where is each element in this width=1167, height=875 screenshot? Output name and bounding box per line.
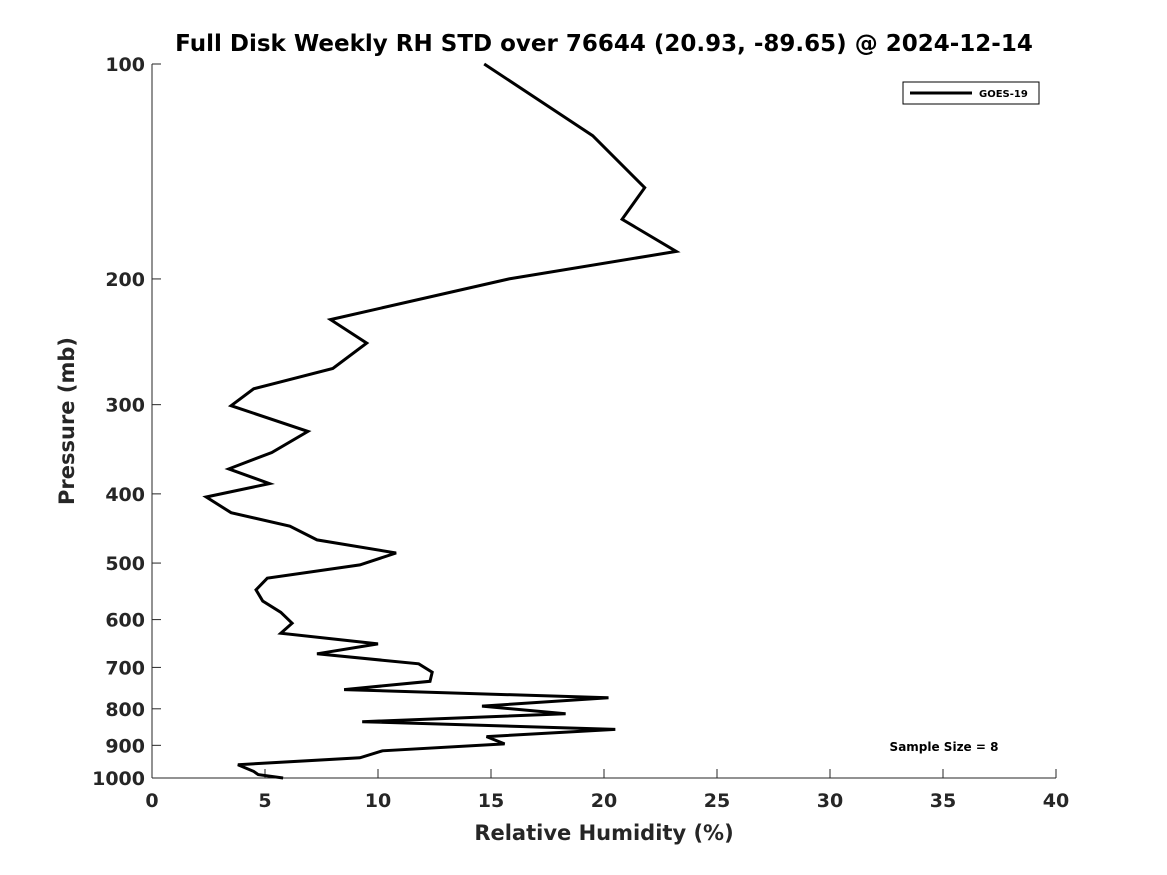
x-tick-label: 20 — [591, 790, 617, 812]
y-tick-label: 700 — [105, 657, 145, 679]
y-tick-label: 100 — [105, 54, 145, 76]
plot-area: 0 5 10 15 20 25 30 35 40 100 200 300 400 500 600 700 800… — [92, 54, 1069, 812]
x-tick-label: 25 — [704, 790, 730, 812]
y-tick-label: 600 — [105, 610, 145, 632]
x-tick-label: 40 — [1043, 790, 1069, 812]
sample-size-annotation: Sample Size = 8 — [890, 740, 999, 754]
x-tick-label: 5 — [258, 790, 271, 812]
x-tick-label: 10 — [365, 790, 391, 812]
x-tick-label: 30 — [817, 790, 843, 812]
y-tick-label: 1000 — [92, 768, 145, 790]
y-axis-label: Pressure (mb) — [55, 337, 79, 505]
y-tick-label: 500 — [105, 553, 145, 575]
x-axis-label: Relative Humidity (%) — [474, 821, 733, 845]
x-tick-label: 15 — [478, 790, 504, 812]
series-line-goes-19 — [202, 62, 681, 780]
x-tick-label: 0 — [145, 790, 158, 812]
y-tick-label: 200 — [105, 269, 145, 291]
legend: GOES-19 — [902, 81, 1040, 105]
x-tick-label: 35 — [930, 790, 956, 812]
y-tick-label: 900 — [105, 735, 145, 757]
y-tick-label: 800 — [105, 699, 145, 721]
chart-title: Full Disk Weekly RH STD over 76644 (20.9… — [175, 31, 1033, 57]
legend-label-goes-19: GOES-19 — [979, 89, 1028, 100]
y-tick-label: 400 — [105, 484, 145, 506]
y-tick-label: 300 — [105, 395, 145, 417]
